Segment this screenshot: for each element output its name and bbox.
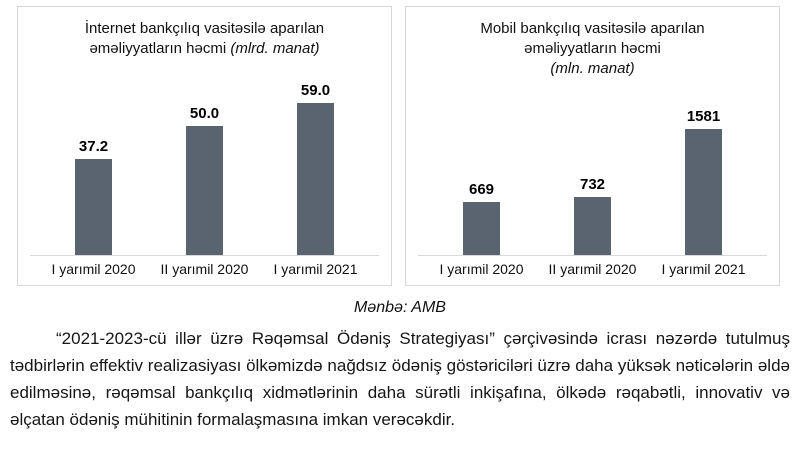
bar-mobile-h1-2021 xyxy=(685,129,722,255)
bar-value-label: 1581 xyxy=(686,108,721,125)
bar-internet-h2-2020 xyxy=(186,126,223,255)
x-axis-labels: I yarımil 2020 II yarımil 2020 I yarımil… xyxy=(416,256,769,279)
bar-mobile-h2-2020 xyxy=(574,197,611,255)
bar-group: 37.2 xyxy=(38,138,149,255)
bar-mobile-h1-2020 xyxy=(463,202,500,255)
bar-group: 1581 xyxy=(648,108,759,255)
bar-value-label: 669 xyxy=(468,181,495,198)
body-paragraph: “2021-2023-cü illər üzrə Rəqəmsal Ödəniş… xyxy=(10,329,790,429)
bar-group: 50.0 xyxy=(149,105,260,255)
x-tick-label: I yarımil 2021 xyxy=(661,261,746,277)
chart-panel-mobile-banking: Mobil bankçılıq vasitəsilə aparılan əməl… xyxy=(405,6,780,286)
charts-row: İnternet bankçılıq vasitəsilə aparılan ə… xyxy=(17,6,780,286)
chart-title-text: Mobil bankçılıq vasitəsilə aparılan əməl… xyxy=(480,20,705,57)
chart-panel-internet-banking: İnternet bankçılıq vasitəsilə aparılan ə… xyxy=(17,6,392,286)
bar-value-label: 59.0 xyxy=(300,82,331,99)
x-tick-label: I yarımil 2020 xyxy=(439,261,524,277)
chart-title-mobile: Mobil bankçılıq vasitəsilə aparılan əməl… xyxy=(440,19,745,78)
bar-group: 669 xyxy=(426,181,537,255)
chart-title-unit: (mlrd. manat) xyxy=(230,39,320,57)
bar-value-label: 50.0 xyxy=(189,105,220,122)
bar-internet-h1-2020 xyxy=(75,159,112,255)
x-axis-line xyxy=(30,255,379,256)
bar-internet-h1-2021 xyxy=(297,103,334,255)
plot-area-mobile: 669 732 1581 xyxy=(416,108,769,255)
bar-value-label: 37.2 xyxy=(78,138,109,155)
chart-title-internet: İnternet bankçılıq vasitəsilə aparılan ə… xyxy=(52,19,357,59)
x-tick-label: II yarımil 2020 xyxy=(548,261,637,277)
x-axis-line xyxy=(418,255,767,256)
x-tick-label: I yarımil 2020 xyxy=(51,261,136,277)
bar-value-label: 732 xyxy=(579,176,606,193)
x-tick-label: I yarımil 2021 xyxy=(273,261,358,277)
plot-area-internet: 37.2 50.0 59.0 xyxy=(28,82,381,255)
source-note: Mənbə: AMB xyxy=(354,299,446,316)
chart-title-text: İnternet bankçılıq vasitəsilə aparılan ə… xyxy=(84,20,325,57)
x-axis-labels: I yarımil 2020 II yarımil 2020 I yarımil… xyxy=(28,256,381,279)
bar-group: 732 xyxy=(537,176,648,255)
x-tick-label: II yarımil 2020 xyxy=(160,261,249,277)
chart-title-unit: (mln. manat) xyxy=(550,59,635,77)
bar-group: 59.0 xyxy=(260,82,371,255)
